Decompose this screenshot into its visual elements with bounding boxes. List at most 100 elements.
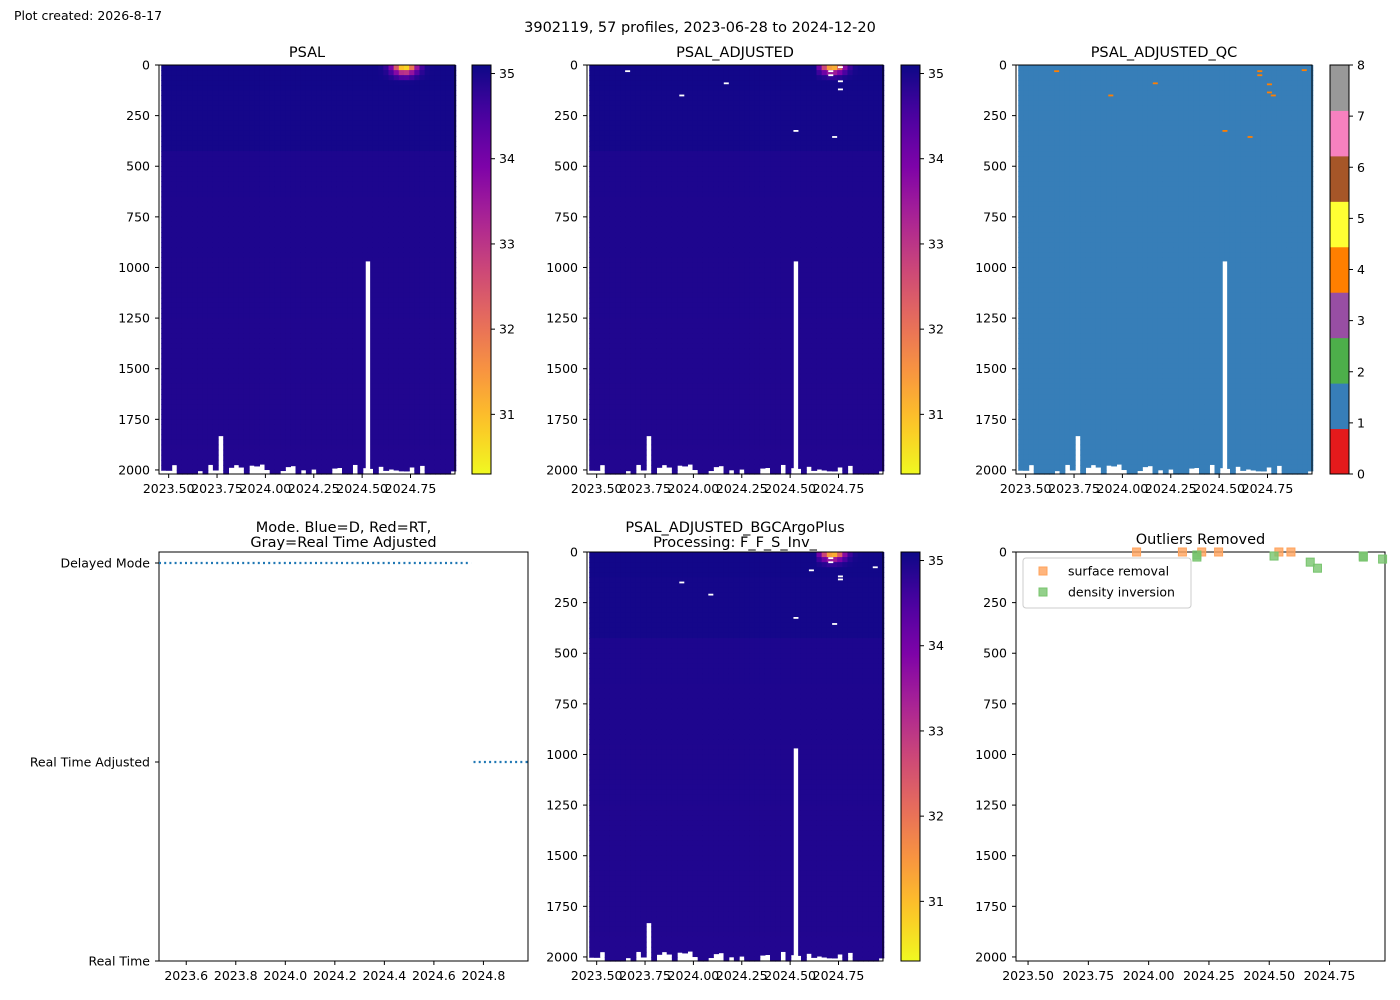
psal-cell (393, 419, 400, 425)
psal-cell (166, 90, 173, 96)
psal-cell (429, 181, 436, 188)
psal-cell (378, 368, 384, 375)
psal-cell (388, 216, 395, 223)
psal-cell (445, 399, 452, 405)
psal-cell (238, 105, 245, 112)
psal-cell (259, 267, 266, 274)
psal-cell (336, 70, 343, 76)
psal-cell (393, 292, 400, 299)
psal-cell (269, 257, 276, 264)
psal-cell (383, 409, 390, 415)
psal-cell (274, 191, 281, 198)
psal-cell (274, 409, 281, 415)
psal-cell (264, 313, 271, 319)
psal-cell (238, 353, 245, 360)
psal-cell (367, 232, 374, 238)
psal-cell (450, 282, 457, 289)
psal-cell (357, 318, 364, 324)
psal-cell (445, 216, 452, 223)
psal-cell (409, 272, 415, 279)
psal-cell (378, 257, 384, 264)
psal-cell (259, 297, 266, 304)
psal-cell (419, 459, 426, 466)
psal-cell (254, 237, 260, 243)
psal-cell (419, 287, 426, 294)
psal-cell (429, 171, 436, 177)
psal-cell (212, 140, 219, 147)
psal-cell (238, 110, 245, 117)
psal-cell (300, 65, 307, 71)
psal-cell (202, 368, 209, 375)
psal-cell (192, 373, 199, 380)
psal-cell (445, 161, 452, 167)
psal-cell (347, 257, 353, 264)
psal-cell (259, 292, 266, 299)
psal-cell (305, 135, 312, 142)
psal-cell (285, 186, 291, 193)
psal-cell (223, 80, 230, 86)
psal-cell (238, 262, 245, 269)
psal-cell (228, 206, 235, 213)
psal-cell (223, 95, 230, 102)
psal-cell (352, 85, 359, 91)
psal-cell (233, 383, 240, 390)
psal-cell (445, 130, 452, 137)
psal-cell (223, 262, 230, 269)
psal-cell (259, 237, 266, 243)
psal-cell (326, 85, 333, 91)
psal-cell (372, 65, 379, 71)
psal-cell (218, 70, 224, 76)
psal-cell (192, 206, 199, 213)
psal_adjusted-cell (589, 216, 596, 223)
psal-cell (249, 65, 255, 71)
psal-cell (212, 181, 219, 188)
psal-cell (300, 297, 307, 304)
psal-cell (414, 333, 421, 339)
psal-cell (445, 469, 452, 475)
psal-cell (419, 191, 426, 198)
psal-cell (347, 85, 353, 91)
psal-cell (393, 181, 400, 188)
psal_adjusted-cell (599, 100, 606, 107)
psal-cell (336, 272, 343, 279)
psal-cell (336, 80, 343, 86)
psal-cell (243, 115, 250, 122)
psal-cell (233, 394, 240, 400)
psal-cell (181, 242, 188, 248)
psal-cell (285, 166, 291, 172)
psal-cell (197, 257, 204, 264)
psal-cell (269, 105, 276, 112)
psal-cell (378, 232, 384, 238)
psal-cell (362, 444, 369, 451)
psal-cell (434, 211, 441, 218)
psal-cell (362, 459, 369, 466)
psal-cell (316, 434, 322, 441)
psal-cell (383, 378, 390, 385)
psal-cell (342, 120, 348, 127)
psal-cell (383, 176, 390, 183)
psal-cell (378, 459, 384, 466)
psal-cell (223, 287, 230, 294)
psal_adjusted-cell (609, 191, 616, 198)
psal-cell (238, 206, 245, 213)
psal-cell (347, 110, 353, 117)
psal-cell (388, 464, 395, 470)
psal-cell (207, 75, 214, 81)
psal-cell (347, 90, 353, 96)
psal-cell (290, 252, 297, 258)
psal-cell (378, 221, 384, 228)
psal_adjusted-cell (599, 196, 606, 203)
psal-cell (218, 216, 224, 223)
psal_adjusted-cell (589, 115, 596, 122)
psal-cell (311, 161, 317, 167)
psal-cell (419, 267, 426, 274)
psal-cell (424, 135, 431, 142)
psal_adjusted-cell (594, 394, 601, 400)
psal_adjusted-heatmap (589, 65, 885, 475)
psal-cell (424, 358, 431, 365)
psal_adjusted-cell (604, 85, 611, 91)
psal-cell (161, 257, 168, 264)
psal-cell (403, 323, 410, 329)
psal-cell (285, 181, 291, 188)
psal_adjusted-cell (604, 125, 611, 132)
